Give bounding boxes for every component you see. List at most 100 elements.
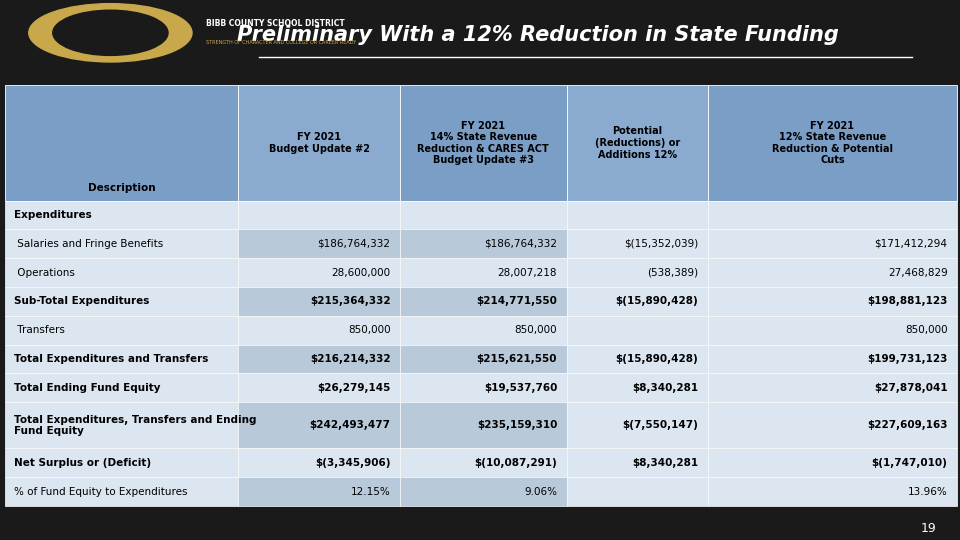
Bar	[566, 258, 708, 287]
Text: $171,412,294: $171,412,294	[875, 239, 948, 249]
Bar	[400, 85, 566, 200]
Text: $214,771,550: $214,771,550	[476, 296, 557, 306]
Bar	[708, 477, 957, 506]
Text: 28,007,218: 28,007,218	[497, 268, 557, 278]
Bar	[238, 477, 400, 506]
Bar	[566, 287, 708, 316]
Bar	[708, 258, 957, 287]
Bar	[5, 345, 238, 374]
Ellipse shape	[53, 10, 168, 56]
Text: (538,389): (538,389)	[647, 268, 698, 278]
Text: 9.06%: 9.06%	[524, 487, 557, 497]
Bar	[566, 402, 708, 448]
Bar	[566, 316, 708, 345]
Text: $215,621,550: $215,621,550	[477, 354, 557, 364]
Text: $19,537,760: $19,537,760	[484, 383, 557, 393]
Bar	[238, 448, 400, 477]
Text: $(15,352,039): $(15,352,039)	[624, 239, 698, 249]
Text: $(7,550,147): $(7,550,147)	[622, 420, 698, 430]
Text: $(15,890,428): $(15,890,428)	[615, 354, 698, 364]
Text: $(3,345,906): $(3,345,906)	[315, 458, 391, 468]
Text: STRENGTH OF CHARACTER AND COLLEGE OR CAREER READY: STRENGTH OF CHARACTER AND COLLEGE OR CAR…	[206, 40, 357, 45]
Text: Expenditures: Expenditures	[14, 210, 92, 220]
Bar	[566, 230, 708, 258]
Bar	[238, 230, 400, 258]
Bar	[5, 287, 238, 316]
Text: 27,468,829: 27,468,829	[888, 268, 948, 278]
Bar	[5, 402, 238, 448]
Bar	[566, 448, 708, 477]
Bar	[400, 402, 566, 448]
Bar	[238, 287, 400, 316]
Bar	[5, 477, 238, 506]
Bar	[5, 374, 238, 402]
Text: $235,159,310: $235,159,310	[477, 420, 557, 430]
Bar	[238, 316, 400, 345]
Bar	[238, 200, 400, 230]
Text: $8,340,281: $8,340,281	[632, 383, 698, 393]
Text: $227,609,163: $227,609,163	[867, 420, 948, 430]
Bar	[708, 448, 957, 477]
Ellipse shape	[29, 4, 192, 62]
Bar	[566, 200, 708, 230]
Bar	[5, 200, 238, 230]
Bar	[708, 287, 957, 316]
Bar	[566, 85, 708, 200]
Text: Salaries and Fringe Benefits: Salaries and Fringe Benefits	[14, 239, 163, 249]
Bar	[566, 477, 708, 506]
Text: $(1,747,010): $(1,747,010)	[872, 458, 948, 468]
Text: $186,764,332: $186,764,332	[318, 239, 391, 249]
Text: Total Expenditures, Transfers and Ending
Fund Equity: Total Expenditures, Transfers and Ending…	[14, 415, 257, 436]
Text: 12.15%: 12.15%	[350, 487, 391, 497]
Text: Potential
(Reductions) or
Additions 12%: Potential (Reductions) or Additions 12%	[594, 126, 680, 159]
Text: Sub-Total Expenditures: Sub-Total Expenditures	[14, 296, 150, 306]
Bar	[708, 374, 957, 402]
Text: 850,000: 850,000	[348, 325, 391, 335]
Bar	[5, 230, 238, 258]
Text: 28,600,000: 28,600,000	[331, 268, 391, 278]
Bar	[400, 200, 566, 230]
Bar	[5, 316, 238, 345]
Text: $198,881,123: $198,881,123	[867, 296, 948, 306]
Text: 19: 19	[921, 522, 936, 535]
Text: FY 2021
Budget Update #2: FY 2021 Budget Update #2	[269, 132, 370, 154]
Text: FY 2021
14% State Revenue
Reduction & CARES ACT
Budget Update #3: FY 2021 14% State Revenue Reduction & CA…	[418, 120, 549, 165]
Bar	[400, 345, 566, 374]
Bar	[400, 258, 566, 287]
Text: $215,364,332: $215,364,332	[310, 296, 391, 306]
Bar	[238, 402, 400, 448]
Text: $26,279,145: $26,279,145	[317, 383, 391, 393]
Bar	[566, 345, 708, 374]
Text: 850,000: 850,000	[515, 325, 557, 335]
Text: $199,731,123: $199,731,123	[867, 354, 948, 364]
Bar	[400, 287, 566, 316]
Bar	[400, 448, 566, 477]
Bar	[708, 200, 957, 230]
Bar	[708, 345, 957, 374]
Bar	[400, 230, 566, 258]
Text: $27,878,041: $27,878,041	[874, 383, 948, 393]
Text: $186,764,332: $186,764,332	[484, 239, 557, 249]
Text: BIBB COUNTY SCHOOL DISTRICT: BIBB COUNTY SCHOOL DISTRICT	[206, 19, 346, 28]
Bar	[5, 258, 238, 287]
Text: $(15,890,428): $(15,890,428)	[615, 296, 698, 306]
Text: Total Ending Fund Equity: Total Ending Fund Equity	[14, 383, 161, 393]
Text: Description: Description	[87, 183, 156, 193]
Text: FY 2021
12% State Revenue
Reduction & Potential
Cuts: FY 2021 12% State Revenue Reduction & Po…	[772, 120, 893, 165]
Text: Preliminary With a 12% Reduction in State Funding: Preliminary With a 12% Reduction in Stat…	[237, 25, 838, 45]
Bar	[708, 230, 957, 258]
Text: 850,000: 850,000	[905, 325, 948, 335]
Bar	[238, 374, 400, 402]
Bar	[400, 316, 566, 345]
Bar	[708, 85, 957, 200]
Text: $(10,087,291): $(10,087,291)	[474, 458, 557, 468]
Text: $216,214,332: $216,214,332	[310, 354, 391, 364]
Text: Total Expenditures and Transfers: Total Expenditures and Transfers	[14, 354, 208, 364]
Text: Operations: Operations	[14, 268, 75, 278]
Bar	[5, 448, 238, 477]
Bar	[238, 345, 400, 374]
Text: % of Fund Equity to Expenditures: % of Fund Equity to Expenditures	[14, 487, 188, 497]
Bar	[400, 374, 566, 402]
Text: 13.96%: 13.96%	[908, 487, 948, 497]
Bar	[400, 477, 566, 506]
